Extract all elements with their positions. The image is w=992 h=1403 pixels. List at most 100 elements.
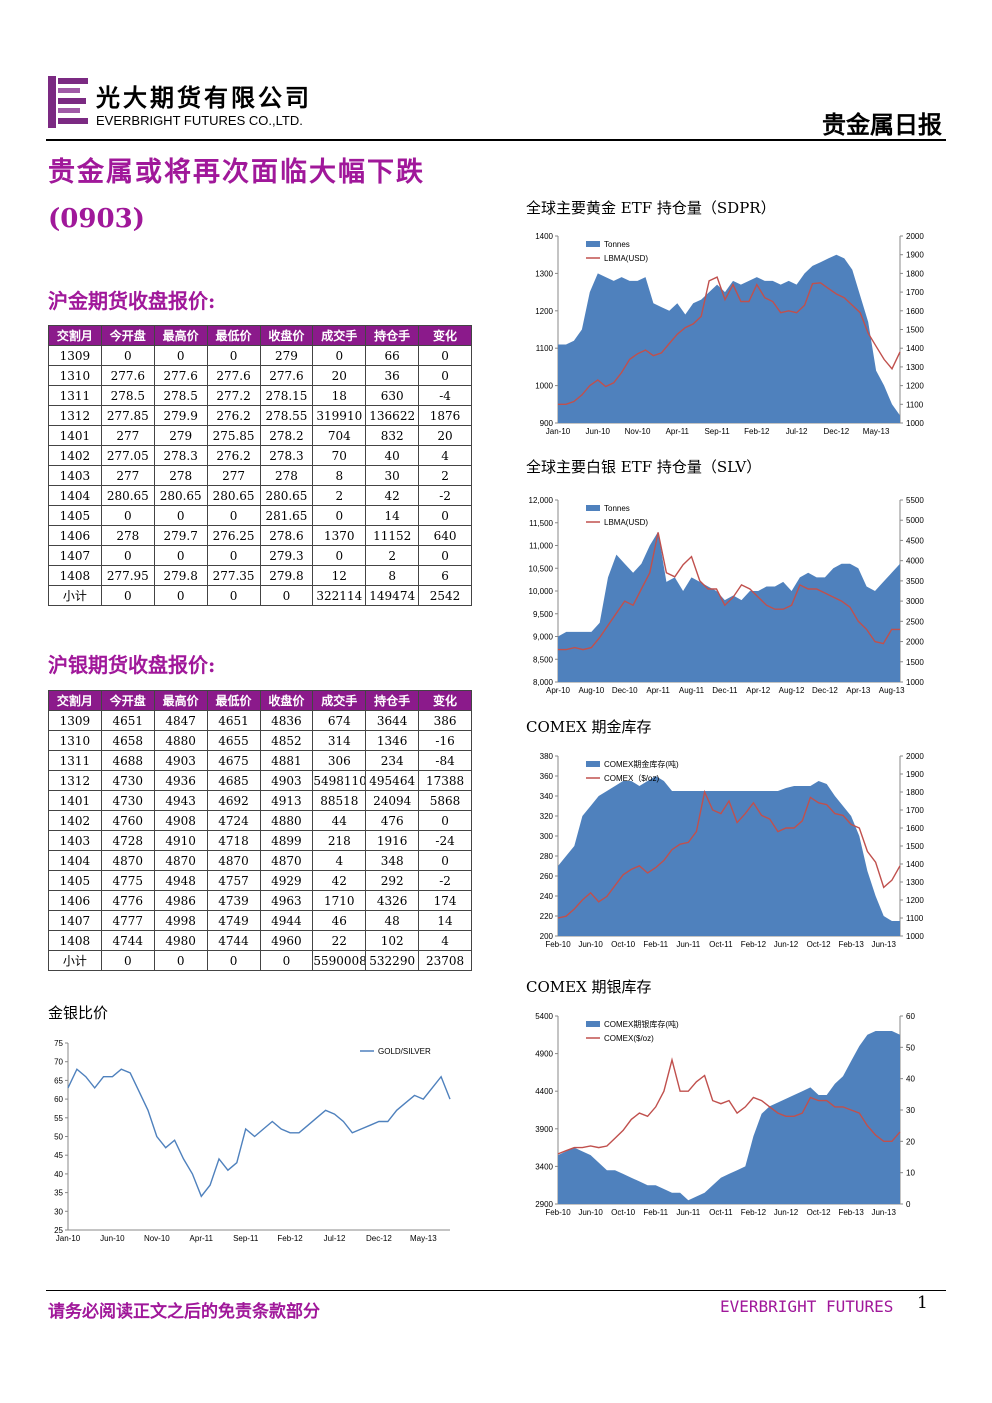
cell: 1311 <box>48 385 102 406</box>
cell: 4899 <box>259 830 314 851</box>
cell: 0 <box>206 545 261 566</box>
cell: 476 <box>365 810 420 831</box>
cell: 14 <box>418 910 472 931</box>
y2-tick-label: 3500 <box>906 577 924 586</box>
cell: 1309 <box>48 710 102 731</box>
cell: 4739 <box>206 890 261 911</box>
cell: 23708 <box>418 950 472 971</box>
cell: 40 <box>365 445 420 466</box>
cell: 279 <box>153 425 208 446</box>
row: 1312 4730 4936 4685 4903 5498110 495464 17388 <box>48 770 472 791</box>
x-tick-label: Dec-12 <box>366 1234 392 1243</box>
header-cell: 成交手 <box>312 690 367 711</box>
x-tick-label: Jan-10 <box>546 427 571 436</box>
y-tick-label: 55 <box>54 1114 63 1123</box>
cell: 277.6 <box>206 365 261 386</box>
y2-tick-label: 1900 <box>906 251 924 260</box>
y2-tick-label: 4000 <box>906 557 924 566</box>
cell: 18 <box>312 385 367 406</box>
x-tick-label: Jun-10 <box>586 427 611 436</box>
cell: 1876 <box>418 405 472 426</box>
line <box>558 276 901 405</box>
legend-swatch <box>586 505 600 511</box>
chart-title: 金银比价 <box>48 1004 109 1022</box>
cell: 4908 <box>153 810 208 831</box>
cell: 1406 <box>48 525 102 546</box>
y2-tick-label: 1000 <box>906 678 924 687</box>
cell: 386 <box>418 710 472 731</box>
cell: 279.9 <box>153 405 208 426</box>
line <box>557 1057 901 1155</box>
cell: 276.2 <box>206 445 261 466</box>
y2-tick-label: 2000 <box>906 752 924 761</box>
row: 1407 0 0 0 279.3 0 2 0 <box>48 545 472 566</box>
cell: 1312 <box>48 405 102 426</box>
header-cell: 最低价 <box>206 325 261 346</box>
x-tick-label: Dec-10 <box>612 686 638 695</box>
x-tick-label: Dec-12 <box>812 686 838 695</box>
y2-tick-label: 20 <box>906 1137 915 1146</box>
y-tick-label: 11,500 <box>529 519 553 528</box>
x-tick-label: Feb-13 <box>838 1208 864 1217</box>
y-tick-label: 8,500 <box>533 655 554 664</box>
cell: 4651 <box>206 710 261 731</box>
cell: 278 <box>100 525 155 546</box>
y2-tick-label: 40 <box>906 1075 915 1084</box>
line <box>557 789 901 919</box>
chart: 900 1000 1100 1200 1300 1400 1000 1100 1200 1300 1… <box>535 232 924 436</box>
cell: 4913 <box>259 790 314 811</box>
x-tick-label: Feb-10 <box>545 1208 571 1217</box>
header-cell: 最低价 <box>206 690 261 711</box>
y2-tick-label: 1500 <box>906 842 924 851</box>
y-tick-label: 1000 <box>535 382 553 391</box>
row: 小计 0 0 0 0 322114 149474 2542 <box>48 585 472 606</box>
area <box>558 776 900 936</box>
y-tick-label: 300 <box>540 832 554 841</box>
x-tick-label: Jan-10 <box>56 1234 81 1243</box>
y2-tick-label: 1100 <box>906 400 924 409</box>
cell: 1405 <box>48 505 102 526</box>
cell: 4749 <box>206 910 261 931</box>
cell: 280.65 <box>153 485 208 506</box>
x-tick-label: Feb-13 <box>838 940 864 949</box>
y-tick-label: 40 <box>54 1170 63 1179</box>
area <box>558 531 900 682</box>
header-cell: 持仓手 <box>365 690 420 711</box>
y-tick-label: 60 <box>54 1095 63 1104</box>
cell: 4 <box>418 445 472 466</box>
cell: 4880 <box>259 810 314 831</box>
cell: 292 <box>365 870 420 891</box>
cell: 4852 <box>259 730 314 751</box>
cell: 2 <box>365 545 420 566</box>
chart-title: 全球主要黄金 ETF 持仓量（SDPR） <box>526 199 776 217</box>
cell: 0 <box>312 345 367 366</box>
cell: 4651 <box>100 710 155 731</box>
x-tick-label: Feb-12 <box>741 940 767 949</box>
cell: 277.6 <box>259 365 314 386</box>
y2-tick-label: 1300 <box>906 363 924 372</box>
cell: 279.8 <box>259 565 314 586</box>
chart: 25 30 35 40 45 50 55 60 65 70 75 Jan-10 Jun-10 Nov-10… <box>54 1039 451 1243</box>
cell: 278 <box>259 465 314 486</box>
cell: 4730 <box>100 790 155 811</box>
y2-tick-label: 1500 <box>906 326 924 335</box>
cell: 1408 <box>48 930 102 951</box>
cell: 277.35 <box>206 565 261 586</box>
cell: 44 <box>312 810 367 831</box>
cell: 4685 <box>206 770 261 791</box>
cell: 4688 <box>100 750 155 771</box>
row: 1401 4730 4943 4692 4913 88518 24094 5868 <box>48 790 472 811</box>
cell: 278 <box>153 465 208 486</box>
cell: 0 <box>206 505 261 526</box>
chart: 2900 3400 3900 4400 4900 5400 0 10 20 30 40 50 60 Feb… <box>535 1012 915 1217</box>
x-tick-label: Jul-12 <box>786 427 808 436</box>
cell: 1403 <box>48 830 102 851</box>
cell: 674 <box>312 710 367 731</box>
x-tick-label: Feb-12 <box>741 1208 767 1217</box>
legend-label: COMEX($/oz) <box>604 1034 654 1043</box>
chart: 200 220 240 260 280 300 320 340 360 380 1000 1100 12… <box>540 752 925 949</box>
y-tick-label: 9,500 <box>533 610 554 619</box>
legend-label: GOLD/SILVER <box>378 1047 431 1056</box>
cell: 4730 <box>100 770 155 791</box>
